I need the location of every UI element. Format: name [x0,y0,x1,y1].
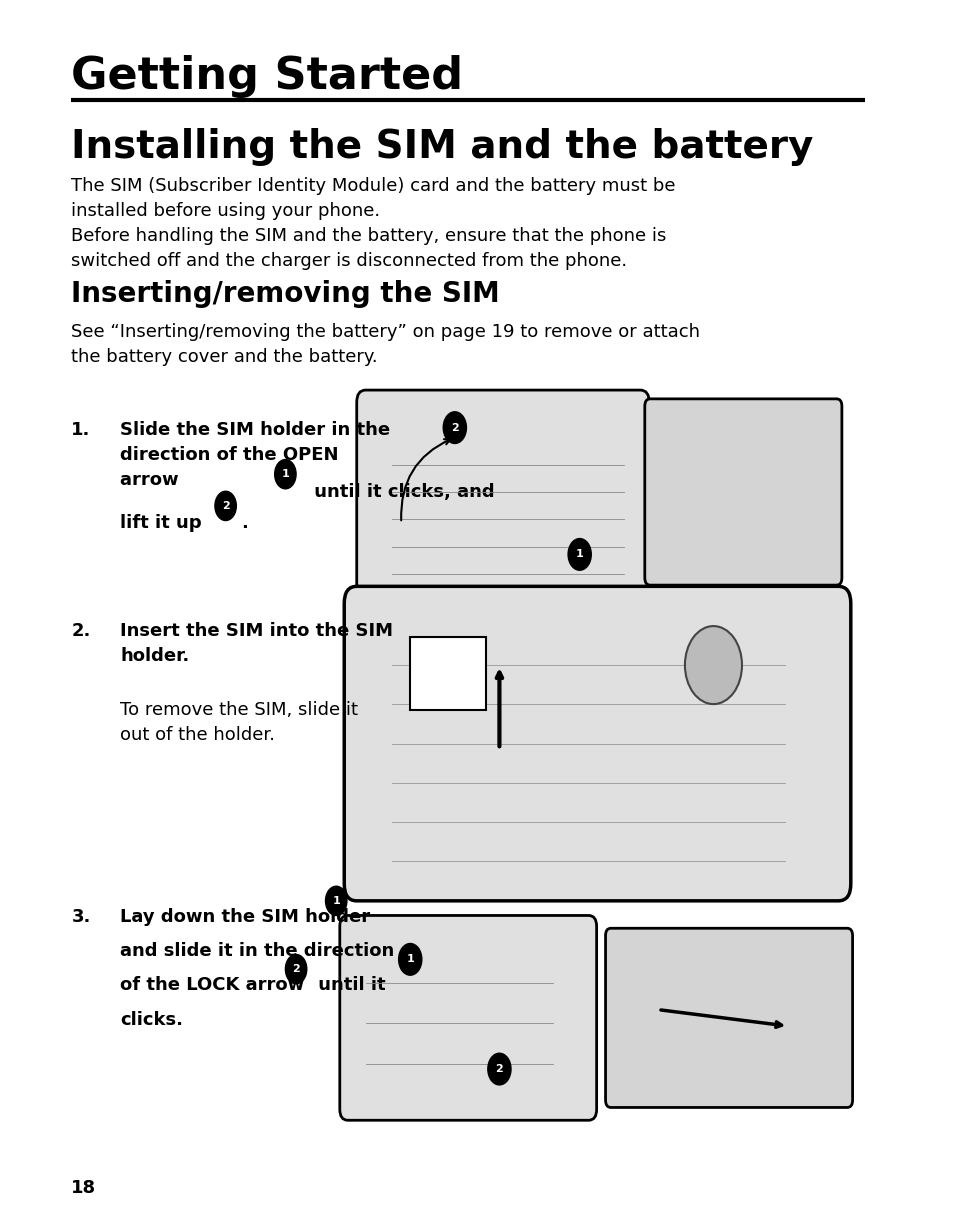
Circle shape [443,412,466,444]
Text: Inserting/removing the SIM: Inserting/removing the SIM [71,280,499,308]
Circle shape [274,460,295,489]
FancyBboxPatch shape [644,399,841,585]
Text: 2: 2 [495,1064,503,1074]
Bar [410,636,485,709]
Text: Lay down the SIM holder: Lay down the SIM holder [120,908,376,926]
Circle shape [487,1053,511,1085]
Text: 1: 1 [406,954,414,964]
Text: 18: 18 [71,1179,96,1197]
Text: 1: 1 [281,469,289,479]
Circle shape [567,539,591,570]
Text: of the LOCK arrow: of the LOCK arrow [120,976,311,995]
Text: until it: until it [312,976,385,995]
Text: 2: 2 [292,964,299,974]
Text: To remove the SIM, slide it
out of the holder.: To remove the SIM, slide it out of the h… [120,701,358,744]
FancyBboxPatch shape [339,915,596,1120]
Text: Installing the SIM and the battery: Installing the SIM and the battery [71,128,813,166]
Circle shape [325,886,347,915]
Circle shape [684,627,741,705]
Circle shape [398,944,421,975]
Text: and slide it in the direction: and slide it in the direction [120,942,395,961]
Text: See “Inserting/removing the battery” on page 19 to remove or attach
the battery : See “Inserting/removing the battery” on … [71,323,700,366]
Text: 1.: 1. [71,421,91,439]
Text: 1: 1 [332,896,339,906]
Text: Insert the SIM into the SIM
holder.: Insert the SIM into the SIM holder. [120,622,393,664]
Circle shape [285,954,307,984]
Text: lift it up: lift it up [120,514,208,533]
Text: 3.: 3. [71,908,91,926]
Text: 2.: 2. [71,622,91,640]
FancyBboxPatch shape [344,586,850,901]
FancyBboxPatch shape [605,929,852,1107]
Text: Slide the SIM holder in the
direction of the OPEN
arrow: Slide the SIM holder in the direction of… [120,421,390,489]
Text: 2: 2 [451,423,458,433]
Text: until it clicks, and: until it clicks, and [308,483,494,501]
Text: The SIM (Subscriber Identity Module) card and the battery must be
installed befo: The SIM (Subscriber Identity Module) car… [71,177,675,269]
FancyBboxPatch shape [356,390,649,610]
Circle shape [214,491,236,521]
Text: clicks.: clicks. [120,1011,183,1029]
Text: .: . [240,514,248,533]
Text: Getting Started: Getting Started [71,55,463,98]
Text: 1: 1 [576,550,583,560]
Text: 2: 2 [221,501,230,511]
